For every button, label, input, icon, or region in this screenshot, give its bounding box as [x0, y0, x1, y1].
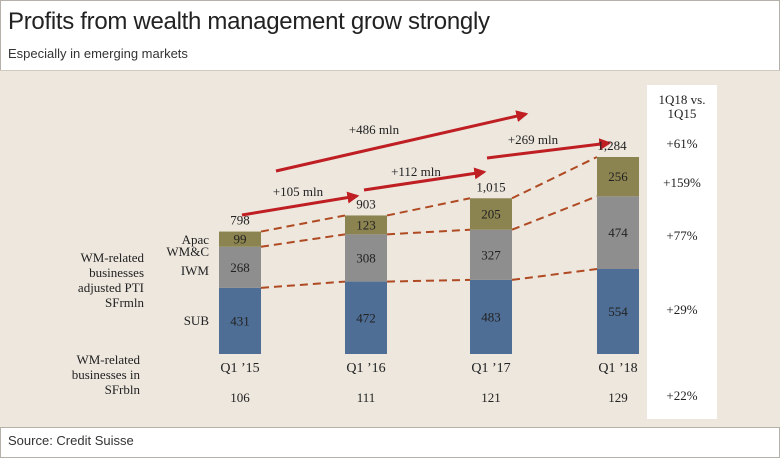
- trend-line-1-2: [511, 195, 598, 231]
- svg-text:adjusted PTI: adjusted PTI: [78, 280, 144, 295]
- increment-arrow-1: [363, 167, 487, 192]
- trend-line-2-0: [260, 214, 346, 233]
- increment-arrow-0: [241, 191, 360, 217]
- bar-label-iwm-2: 327: [481, 247, 501, 262]
- total-label-1: 903: [356, 196, 376, 211]
- bar-iwm-0: [219, 246, 261, 288]
- bar-label-apac-1: 123: [356, 217, 376, 232]
- bars: [219, 157, 639, 354]
- svg-text:SFrmln: SFrmln: [105, 295, 145, 310]
- trend-line-2-2: [511, 156, 598, 200]
- bar-apac-0: [219, 231, 261, 247]
- trend-line-0-1: [386, 278, 471, 283]
- series-label-apac-1: Apac: [182, 232, 210, 247]
- increment-label-1: +112 mln: [391, 164, 441, 179]
- svg-text:businesses: businesses: [89, 265, 144, 280]
- bar-label-iwm-0: 268: [230, 260, 250, 275]
- bar-label-iwm-1: 308: [356, 250, 376, 265]
- comparison-column: [647, 85, 717, 419]
- divider-bottom: [0, 427, 780, 428]
- bln-value-1: 111: [357, 390, 376, 405]
- category-label-2: Q1 ’17: [471, 361, 510, 376]
- bar-label-iwm-3: 474: [608, 225, 628, 240]
- category-label-3: Q1 ’18: [598, 361, 637, 376]
- bar-label-apac-3: 256: [608, 169, 628, 184]
- compare-sub-change: +29%: [666, 302, 697, 317]
- total-label-2: 1,015: [476, 179, 505, 194]
- source-note: Source: Credit Suisse: [8, 433, 134, 448]
- series-label-iwm: IWM: [181, 263, 210, 278]
- chart-text: 431 268 99 798 Q1 ’15 106 472 308 123 903 Q1 ’16 11…: [72, 92, 706, 405]
- increment-arrow-2: [486, 138, 612, 160]
- bar-sub-2: [470, 279, 512, 354]
- bar-apac-1: [345, 215, 387, 235]
- bar-iwm-1: [345, 234, 387, 282]
- increment-label-0: +105 mln: [273, 184, 324, 199]
- bln-value-0: 106: [230, 390, 250, 405]
- series-label-apac-2: WM&C: [166, 244, 209, 259]
- bar-label-sub-3: 554: [608, 304, 628, 319]
- overall-increment-label: +486 mln: [349, 122, 400, 137]
- increment-arrows: [241, 110, 612, 217]
- compare-total-change: +61%: [666, 136, 697, 151]
- bln-value-2: 121: [481, 390, 501, 405]
- bar-sub-1: [345, 281, 387, 354]
- bar-label-sub-1: 472: [356, 310, 376, 325]
- total-label-0: 798: [230, 213, 250, 228]
- compare-apac-change: +159%: [663, 175, 701, 190]
- compare-header-2: 1Q15: [668, 106, 697, 121]
- bar-label-apac-0: 99: [234, 232, 247, 247]
- compare-bln-change: +22%: [666, 388, 697, 403]
- compare-iwm-change: +77%: [666, 228, 697, 243]
- trend-lines: [260, 156, 598, 289]
- trend-line-0-0: [260, 280, 346, 289]
- trend-line-2-1: [386, 197, 471, 217]
- series-label-sub: SUB: [184, 313, 210, 328]
- bar-label-sub-2: 483: [481, 309, 501, 324]
- bar-sub-3: [597, 269, 639, 354]
- chart-subtitle: Especially in emerging markets: [8, 46, 188, 61]
- trend-line-0-2: [511, 268, 598, 281]
- trend-line-1-1: [386, 228, 471, 236]
- category-label-0: Q1 ’15: [220, 361, 259, 376]
- chart-title: Profits from wealth management grow stro…: [8, 8, 490, 35]
- bar-sub-0: [219, 287, 261, 354]
- increment-label-2: +269 mln: [508, 132, 559, 147]
- bar-label-sub-0: 431: [230, 313, 250, 328]
- bar-apac-3: [597, 157, 639, 197]
- svg-text:WM-related: WM-related: [76, 352, 140, 367]
- bar-label-apac-2: 205: [481, 206, 501, 221]
- bar-iwm-3: [597, 196, 639, 270]
- category-label-1: Q1 ’16: [346, 361, 385, 376]
- divider-top: [0, 70, 780, 71]
- svg-text:WM-related: WM-related: [80, 250, 144, 265]
- svg-text:businesses in: businesses in: [72, 367, 141, 382]
- bar-apac-2: [470, 198, 512, 230]
- trend-line-1-0: [260, 233, 346, 248]
- svg-text:SFrbln: SFrbln: [105, 382, 141, 397]
- overall-increment-arrow: [275, 110, 529, 173]
- total-label-3: 1,284: [597, 138, 627, 153]
- bar-iwm-2: [470, 229, 512, 280]
- compare-header-1: 1Q18 vs.: [659, 92, 706, 107]
- bln-value-3: 129: [608, 390, 628, 405]
